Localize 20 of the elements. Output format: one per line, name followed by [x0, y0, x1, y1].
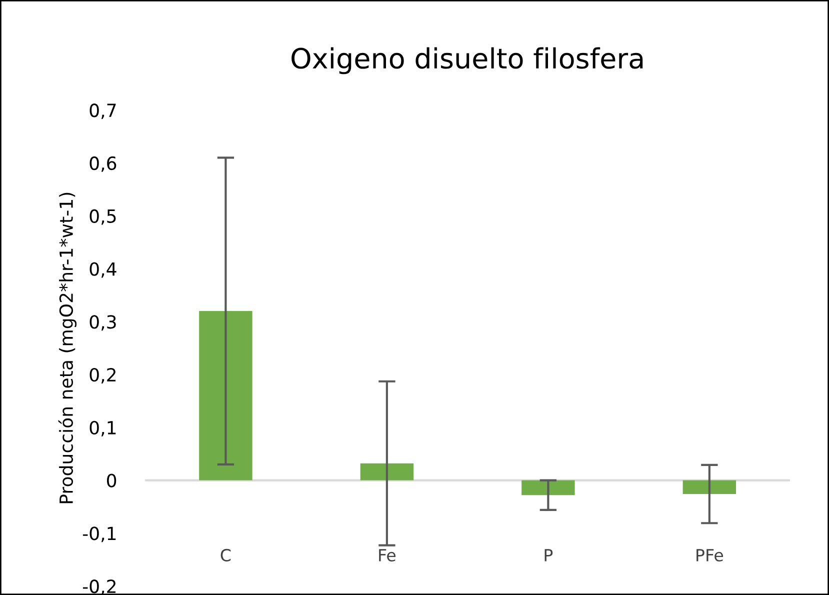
chart-title: Oxigeno disuelto filosfera: [292, 47, 643, 74]
y-tick-label: 0,6: [90, 156, 116, 172]
x-tick-label: PFe: [696, 549, 724, 562]
bar: [682, 480, 736, 494]
bar: [199, 311, 252, 480]
y-tick-label: 0,2: [90, 368, 116, 384]
y-tick-label: 0: [107, 474, 116, 488]
y-tick-label: -0,2: [82, 580, 116, 595]
y-tick-label: 0,3: [90, 315, 116, 331]
y-tick-label: 0,5: [90, 209, 116, 225]
y-tick-label: 0,4: [90, 262, 116, 278]
y-tick-label: 0,1: [90, 420, 116, 436]
x-tick-label: P: [544, 549, 553, 562]
bar: [360, 463, 414, 480]
bar: [522, 480, 575, 496]
y-tick-label: -0,1: [82, 526, 116, 542]
x-tick-label: Fe: [379, 549, 396, 562]
x-tick-label: C: [220, 548, 231, 562]
y-tick-label: 0,7: [90, 104, 116, 120]
y-axis-title: Producción neta (mgO2*hr-1*wt-1): [58, 192, 77, 504]
